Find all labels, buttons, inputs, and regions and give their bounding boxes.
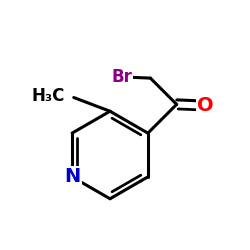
- Text: H₃C: H₃C: [32, 87, 65, 105]
- Text: N: N: [64, 168, 80, 186]
- Text: Br: Br: [111, 68, 132, 86]
- Text: O: O: [197, 96, 214, 115]
